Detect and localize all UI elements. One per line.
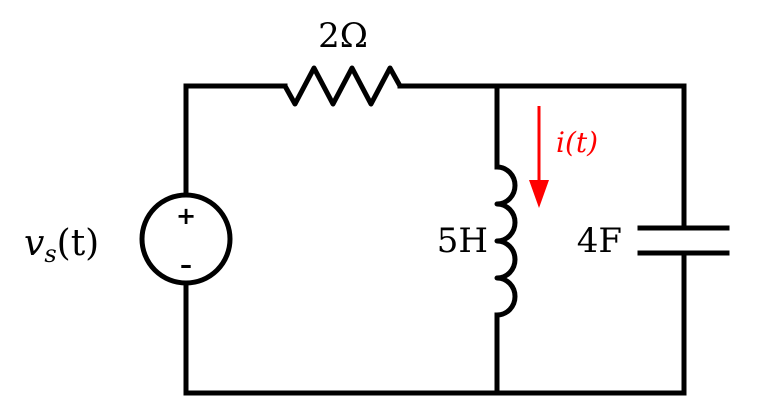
source-minus-sign: – bbox=[180, 251, 192, 279]
source-label-argument: (t) bbox=[57, 223, 100, 264]
resistor-label: 2Ω bbox=[318, 16, 368, 56]
source-label-subscript: s bbox=[44, 240, 56, 268]
voltage-source-circle bbox=[139, 192, 233, 286]
current-arrow bbox=[529, 106, 549, 208]
current-label: i(t) bbox=[556, 126, 598, 159]
wires bbox=[183, 83, 687, 396]
resistor-symbol bbox=[282, 65, 403, 107]
inductor-symbol bbox=[494, 164, 518, 318]
capacitor-label: 4F bbox=[577, 221, 622, 261]
wire-top-right bbox=[397, 83, 687, 229]
source-plus-sign: + bbox=[176, 202, 196, 230]
wire-bottom bbox=[183, 280, 687, 396]
source-label: vs(t) bbox=[24, 223, 99, 268]
inductor-label: 5H bbox=[437, 221, 488, 261]
wire-source-top bbox=[183, 83, 288, 198]
source-label-symbol: v bbox=[24, 223, 44, 264]
current-arrow-head bbox=[529, 180, 549, 208]
